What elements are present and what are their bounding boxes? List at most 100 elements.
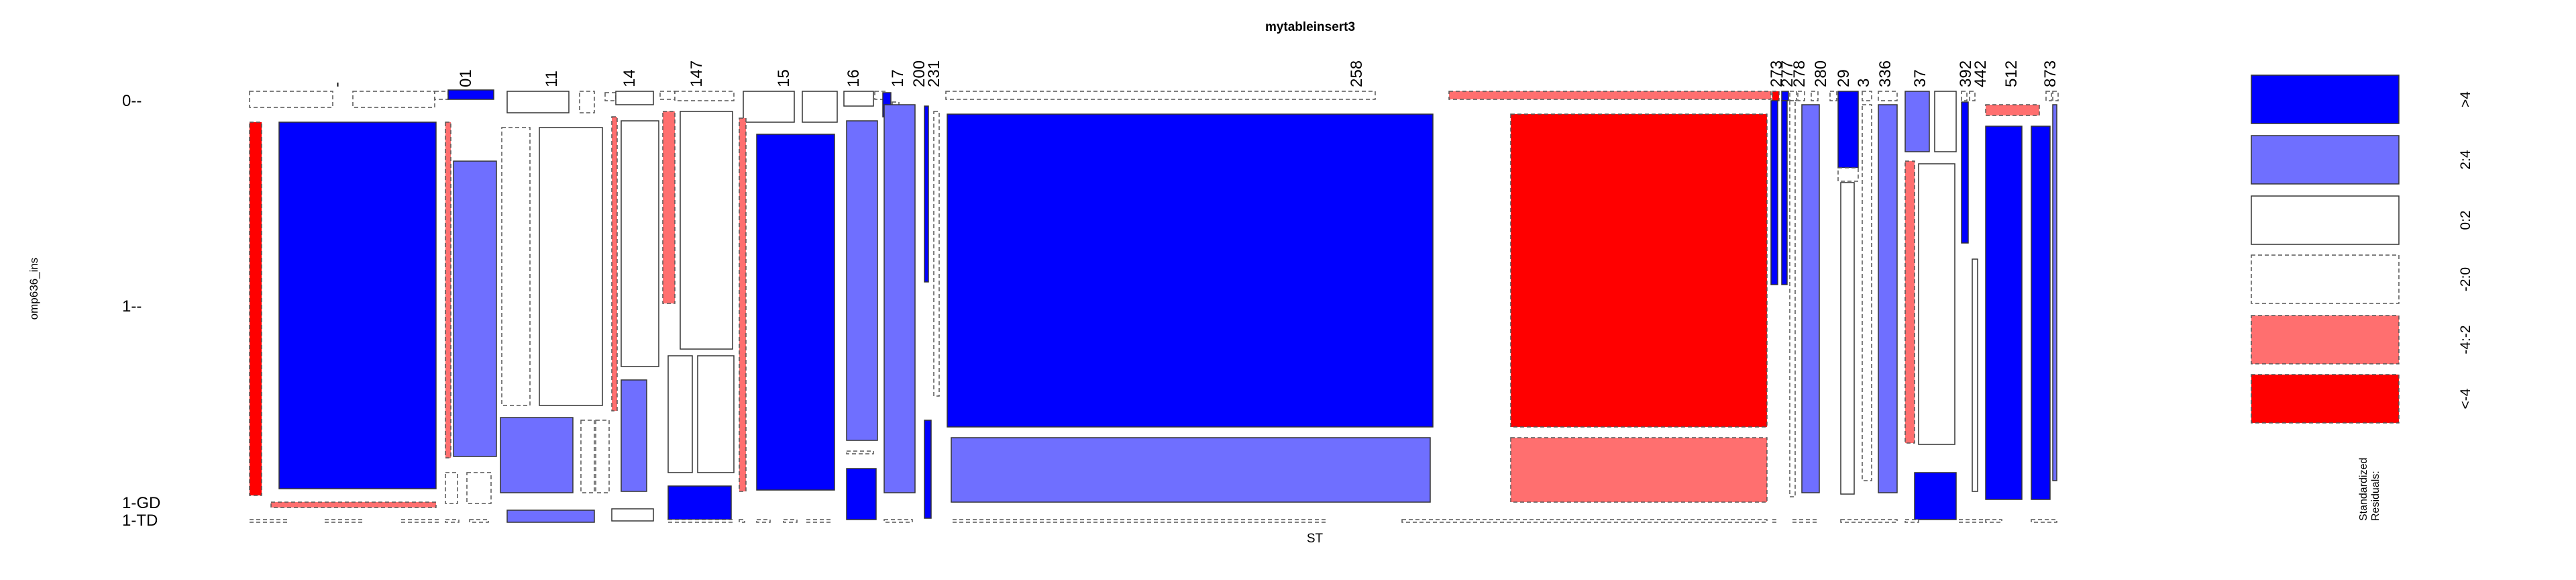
mosaic-tile: [1837, 91, 1859, 168]
mosaic-tile: [1878, 104, 1898, 493]
mosaic-tile: [453, 160, 497, 457]
mosaic-tile: [806, 519, 831, 523]
chart-labels: mytableinsert3 ST omp636_ins 0-- 1-- 1-G…: [28, 20, 1355, 546]
mosaic-tile: [945, 91, 1376, 100]
x-level-label: 512: [2002, 60, 2021, 87]
mosaic-tile: [846, 450, 874, 454]
mosaic-tile: [802, 91, 838, 123]
mosaic-tile: [1801, 104, 1820, 493]
legend-label: 0:2: [2458, 210, 2473, 230]
mosaic-tile: [595, 420, 610, 493]
mosaic-tile: [1918, 163, 1955, 445]
mosaic-tile: [278, 122, 437, 489]
mosaic-tile: [1914, 472, 1957, 520]
mosaic-tile: [1448, 91, 1772, 100]
mosaic-tile: [611, 116, 618, 412]
mosaic-tile: [1781, 100, 1788, 285]
x-level-label: 200: [910, 60, 928, 87]
mosaic-tile: [667, 355, 693, 473]
legend-title: Standardized: [2358, 458, 2369, 521]
mosaic-tile: [1837, 167, 1859, 182]
mosaic-tile: [924, 420, 932, 519]
mosaic-tile: [2031, 519, 2057, 523]
mosaic-tile: [756, 134, 835, 491]
mosaic-tile: [1789, 91, 1797, 101]
legend-title: Residuals:: [2370, 471, 2381, 521]
x-level-label: 17: [889, 69, 907, 87]
legend-label: -4:-2: [2458, 325, 2473, 354]
mosaic-tile: [1829, 91, 1837, 101]
mosaic-tile: [680, 111, 733, 350]
x-level-label: 231: [925, 60, 943, 87]
legend-swatch: [2251, 75, 2400, 124]
mosaic-tile: [697, 355, 735, 473]
mosaic-tile: [1904, 91, 1930, 152]
mosaic-tile: [400, 519, 439, 523]
mosaic-tile: [846, 120, 878, 441]
mosaic-tile: [743, 91, 795, 123]
x-level-label: 01: [457, 69, 475, 87]
mosaic-tile: [500, 417, 574, 493]
mosaic-tile: [739, 117, 747, 492]
x-level-label: 873: [2041, 60, 2059, 87]
chart-title: mytableinsert3: [1265, 20, 1355, 34]
mosaic-tile: [615, 91, 654, 105]
mosaic-tile: [1862, 91, 1872, 101]
x-level-label: 442: [1972, 60, 1990, 87]
x-level-label: 280: [1812, 60, 1830, 87]
legend-label: >4: [2458, 91, 2473, 107]
mosaic-tile: [952, 519, 1326, 523]
mosaic-tile: [662, 111, 676, 304]
x-level-label: -: [328, 82, 346, 87]
mosaic-tile: [947, 113, 1434, 428]
mosaic-tile: [1878, 91, 1898, 101]
mosaic-tile: [1958, 519, 1984, 523]
mosaic-tile: [951, 437, 1431, 503]
x-level-label: 16: [845, 69, 863, 87]
x-level-label: 37: [1911, 69, 1929, 87]
mosaic-tile: [1985, 104, 2040, 116]
mosaic-tile: [445, 122, 451, 458]
mosaic-tile: [1510, 437, 1768, 503]
mosaic-tile: [739, 519, 745, 523]
legend-label: -2:0: [2458, 267, 2473, 291]
x-level-label: 273: [1768, 60, 1786, 87]
mosaic-tile: [1772, 519, 1777, 523]
mosaic-tile: [506, 91, 570, 113]
mosaic-tile: [249, 122, 262, 496]
mosaic-tile: [270, 501, 437, 508]
mosaic-tile: [324, 519, 363, 523]
mosaic-tile: [1770, 100, 1778, 285]
mosaic-tile: [1972, 258, 1978, 492]
mosaic-tile: [580, 420, 595, 493]
mosaic-tile: [445, 472, 458, 504]
mosaic-tile: [2052, 104, 2057, 481]
mosaic-tile: [506, 510, 595, 523]
mosaic-tile: [783, 519, 798, 523]
y-level-label: 1-GD: [122, 494, 160, 512]
mosaic-tile: [1985, 126, 2023, 500]
mosaic-tile: [1840, 182, 1855, 495]
mosaic-tile: [1797, 91, 1805, 101]
mosaic-tile: [1792, 519, 1817, 523]
mosaic-tile: [579, 91, 595, 113]
mosaic-tile: [1811, 91, 1819, 101]
x-level-label: 29: [1835, 69, 1853, 87]
mosaic-tile: [2052, 91, 2059, 101]
legend: Standardized Residuals: >4 2:4 0:2 -2:0 -4:-…: [2251, 75, 2473, 521]
x-level-label: 278: [1790, 60, 1809, 87]
mosaic-tile: [1781, 91, 1789, 101]
mosaic-tile: [1934, 91, 1957, 152]
mosaic-tile: [1401, 519, 1768, 523]
x-level-label: 14: [621, 69, 639, 87]
mosaic-tile: [1969, 91, 1976, 101]
mosaic-tile: [1904, 519, 1919, 523]
mosaic-tile: [604, 92, 616, 101]
mosaic-tile: [2045, 91, 2052, 101]
mosaic-tile: [883, 519, 913, 523]
x-level-label: 15: [775, 69, 793, 87]
x-level-label: 147: [688, 60, 706, 87]
x-level-label: 336: [1876, 60, 1894, 87]
mosaic-tile: [611, 508, 654, 522]
